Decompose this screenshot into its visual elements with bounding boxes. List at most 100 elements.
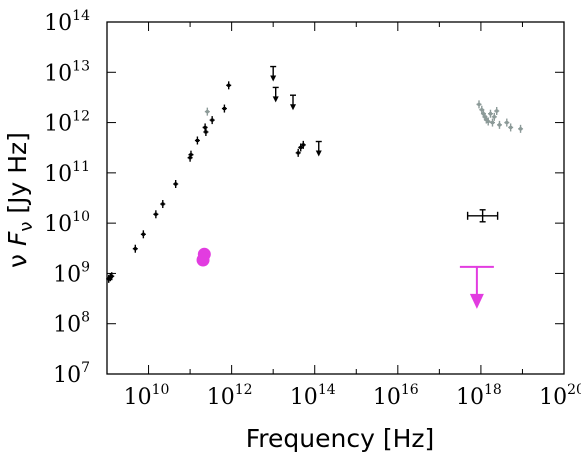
xray-data-point: [204, 107, 210, 116]
x-tick-label: 1018: [456, 382, 502, 410]
y-tick-label-base: 10: [44, 11, 72, 36]
data-point: [109, 272, 115, 281]
limit-arrowhead: [469, 293, 484, 309]
data-point: [295, 148, 301, 157]
point-marker: [107, 277, 111, 281]
xray-data-point: [476, 100, 482, 109]
xray-data-point: [504, 118, 510, 127]
x-tick-label-exponent: 10: [152, 382, 170, 398]
xray-data-point: [496, 120, 502, 129]
xray-data-point: [508, 123, 514, 132]
point-marker: [188, 156, 192, 160]
x-tick-label: 1010: [124, 382, 170, 410]
upper-limit-point: [270, 65, 277, 82]
data-point: [300, 140, 306, 149]
point-marker: [492, 115, 496, 119]
point-marker: [174, 182, 178, 186]
upper-limit-point: [315, 140, 322, 157]
y-tick-label-base: 10: [44, 162, 72, 187]
data-point: [209, 116, 215, 125]
x-tick-label-exponent: 20: [567, 382, 581, 398]
point-marker: [486, 120, 490, 124]
data-point: [203, 127, 209, 136]
x-tick-label-exponent: 18: [484, 382, 502, 398]
y-tick-label: 1012: [44, 109, 90, 137]
x-tick-label-exponent: 16: [401, 382, 419, 398]
point-marker: [154, 212, 158, 216]
data-point: [202, 123, 208, 132]
data-point: [188, 150, 194, 159]
point-marker: [296, 151, 300, 155]
point-marker: [110, 274, 114, 278]
point-marker: [141, 232, 145, 236]
y-tick-label-exponent: 7: [81, 360, 90, 376]
axis-tick-labels: 1010 1012 1014 1016 1018 10201071081091010101…: [44, 8, 581, 410]
y-tick-label-exponent: 12: [72, 109, 90, 125]
y-axis-title-sub: ν: [16, 222, 37, 232]
y-axis-title-nu: ν: [3, 254, 32, 268]
point-marker: [195, 139, 199, 143]
point-marker: [210, 118, 214, 122]
y-axis-title-F: F: [3, 231, 32, 246]
upper-limit-point: [272, 86, 279, 103]
y-tick-label-exponent: 13: [72, 58, 90, 74]
xray-data-point: [491, 112, 497, 121]
x-tick-label-exponent: 14: [318, 382, 336, 398]
point-marker: [477, 102, 481, 106]
y-tick-label-base: 10: [44, 212, 72, 237]
point-marker: [301, 143, 305, 147]
limit-arrowhead: [272, 96, 279, 103]
y-tick-label-exponent: 14: [72, 8, 90, 24]
y-tick-label: 108: [53, 310, 90, 338]
x-tick-label-base: 10: [456, 385, 484, 410]
point-marker: [222, 107, 226, 111]
y-tick-label: 1013: [44, 58, 90, 86]
limit-arrowhead: [290, 104, 297, 111]
xray-data-point: [518, 124, 524, 133]
xray-flux-point: [466, 209, 499, 223]
y-tick-label-exponent: 8: [81, 310, 90, 326]
xray-data-point: [485, 117, 491, 126]
plot-frame: [106, 21, 565, 375]
point-marker: [484, 118, 488, 122]
x-tick-label-exponent: 12: [235, 382, 253, 398]
limit-arrowhead: [270, 75, 277, 82]
data-point: [173, 180, 179, 189]
point-marker: [495, 109, 499, 113]
y-tick-label-exponent: 9: [81, 259, 90, 275]
point-marker: [480, 108, 484, 112]
y-tick-label-base: 10: [44, 61, 72, 86]
point-marker: [483, 115, 487, 119]
point-marker: [133, 247, 137, 251]
y-tick-label: 107: [53, 360, 90, 388]
y-tick-label-base: 10: [53, 313, 81, 338]
xray-data-point: [487, 109, 493, 118]
data-point: [160, 200, 166, 209]
point-marker: [497, 123, 501, 127]
point-marker: [189, 153, 193, 157]
data-point: [194, 136, 200, 145]
x-tick-label: 1020: [539, 382, 581, 410]
point-marker: [509, 125, 513, 129]
axis-ticks: [106, 21, 565, 375]
x-tick-label: 1014: [290, 382, 336, 410]
x-tick-label-base: 10: [290, 385, 318, 410]
point-marker: [490, 121, 494, 125]
y-tick-label: 1011: [44, 159, 90, 187]
y-axis-title-units: [Jy Hz]: [3, 132, 32, 222]
point-marker: [481, 112, 485, 116]
point-marker: [227, 83, 231, 87]
data-marks: [106, 65, 524, 309]
x-axis-title: Frequency [Hz]: [246, 424, 435, 453]
data-point: [298, 143, 304, 152]
point-marker: [161, 202, 165, 206]
upper-limit-point: [290, 94, 297, 111]
point-marker: [299, 145, 303, 149]
data-point: [221, 104, 227, 113]
point-marker: [519, 127, 523, 131]
data-point: [132, 244, 138, 253]
point-marker: [488, 112, 492, 116]
point-marker: [505, 121, 509, 125]
data-point: [140, 230, 146, 239]
